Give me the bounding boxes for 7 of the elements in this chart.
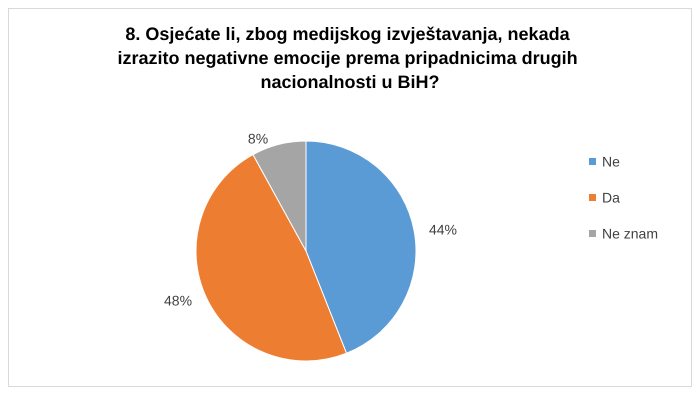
data-label: 8% — [248, 130, 268, 147]
legend-label: Ne — [602, 154, 620, 170]
legend-label: Ne znam — [602, 226, 658, 242]
chart-title: 8. Osjećate li, zbog medijskog izvještavanja, nekada izrazito negativne emocije prema pripadnicima drugih nacionalnosti u BiH? — [117, 24, 583, 92]
data-label: 44% — [428, 221, 457, 238]
legend-label: Da — [602, 190, 620, 206]
data-label: 48% — [164, 292, 192, 308]
